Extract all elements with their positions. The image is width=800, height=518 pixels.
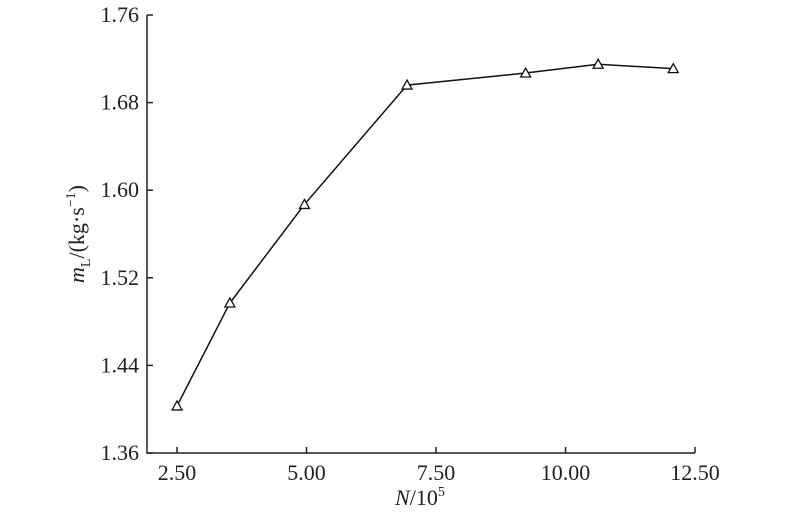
y-tick-label: 1.60	[101, 177, 140, 202]
marker	[298, 198, 311, 210]
axes	[146, 15, 695, 454]
marker	[519, 66, 532, 78]
y-axis-label: mL/(kg·s−1)	[64, 185, 94, 283]
y-label-part: m	[64, 267, 89, 283]
x-tick-label: 5.00	[287, 460, 326, 485]
x-tick-label: 7.50	[417, 460, 456, 485]
y-tick-label: 1.52	[101, 265, 140, 290]
x-tick-label: 12.50	[670, 460, 720, 485]
y-tick-label: 1.44	[101, 352, 140, 377]
y-label-part: L	[79, 259, 94, 268]
x-label-part: /10	[410, 485, 438, 510]
x-tick-label: 2.50	[158, 460, 197, 485]
line	[176, 63, 674, 407]
marker	[223, 296, 236, 308]
x-axis-label: N/105	[394, 485, 445, 510]
y-tick-label: 1.76	[101, 2, 140, 27]
marker	[592, 57, 605, 69]
y-tick-label: 1.36	[101, 440, 140, 465]
marker	[400, 78, 414, 90]
y-label-part: )	[64, 185, 89, 192]
y-label-part: −1	[64, 192, 79, 207]
marker	[667, 62, 680, 74]
x-label-part: N	[394, 485, 411, 510]
x-tick-label: 10.00	[541, 460, 591, 485]
y-tick-label: 1.68	[101, 90, 140, 115]
marker	[170, 399, 184, 411]
x-label-part: 5	[438, 485, 445, 500]
y-label-part: /(kg·s	[64, 207, 89, 258]
